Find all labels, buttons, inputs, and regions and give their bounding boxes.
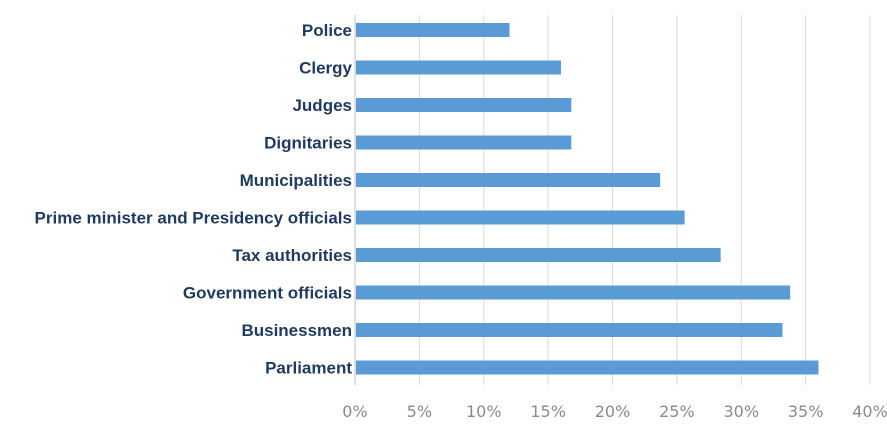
bar (356, 98, 572, 112)
x-tick-label: 20% (595, 402, 631, 421)
bar (356, 23, 510, 37)
x-tick-label: 15% (530, 402, 566, 421)
bar (356, 60, 561, 75)
category-label: Clergy (299, 59, 352, 78)
x-tick-label: 35% (788, 402, 824, 421)
category-label: Judges (292, 96, 352, 115)
category-label: Dignitaries (264, 134, 352, 153)
bar (356, 323, 783, 337)
category-label: Government officials (183, 284, 352, 303)
x-tick-label: 10% (466, 402, 502, 421)
bars (356, 23, 819, 375)
category-label: Municipalities (240, 171, 352, 190)
category-label: Tax authorities (232, 246, 352, 265)
category-labels: Police Clergy Judges Dignitaries Municipalit… (35, 21, 353, 378)
bar (356, 285, 791, 300)
x-axis-ticks: 0% 5% 10% 15% 20% 25% 30% 35% 40% (342, 402, 887, 421)
bar (356, 360, 819, 375)
gridlines (418, 15, 871, 385)
bar (356, 210, 685, 225)
x-tick-label: 30% (723, 402, 759, 421)
category-label: Parliament (265, 359, 352, 378)
category-label: Prime minister and Presidency officials (35, 209, 352, 228)
bar (356, 248, 721, 262)
category-label: Businessmen (241, 321, 352, 340)
x-tick-label: 0% (342, 402, 367, 421)
x-tick-label: 5% (407, 402, 432, 421)
bar (356, 135, 572, 150)
category-label: Police (302, 21, 352, 40)
x-tick-label: 25% (659, 402, 695, 421)
x-tick-label: 40% (852, 402, 887, 421)
bar (356, 173, 661, 187)
